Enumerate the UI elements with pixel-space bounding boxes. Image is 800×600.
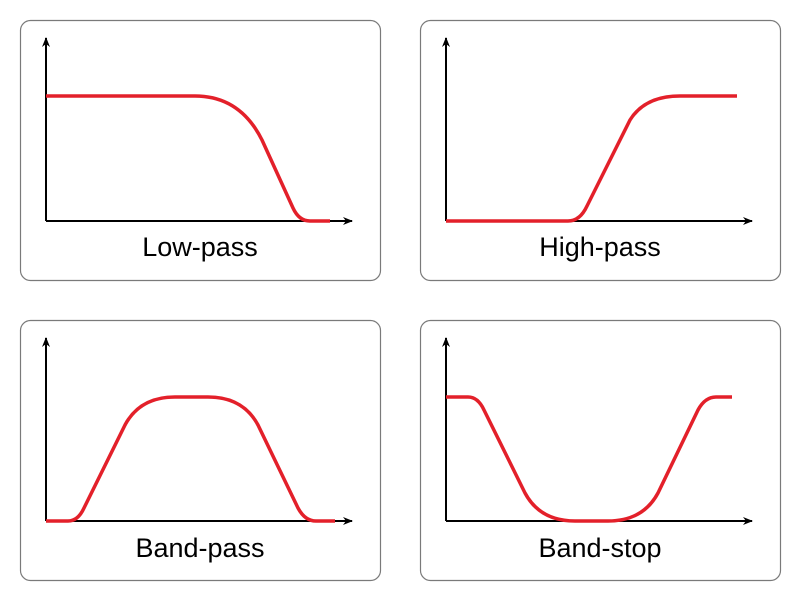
panel-band-pass: Band-pass	[19, 319, 382, 582]
panel-label: Band-stop	[538, 533, 661, 563]
panel-frame	[419, 319, 782, 582]
low-pass-curve	[46, 94, 330, 223]
panel-frame	[419, 19, 782, 282]
panel-label: High-pass	[539, 232, 661, 262]
panel-high-pass: High-pass	[419, 19, 782, 282]
panel-band-stop: Band-stop	[419, 319, 782, 582]
panel-low-pass: Low-pass	[19, 19, 382, 282]
panel-label: Low-pass	[142, 232, 258, 262]
high-pass-curve	[446, 94, 737, 223]
panel-label: Band-pass	[135, 533, 264, 563]
panel-frame	[19, 19, 382, 282]
band-pass-curve	[46, 395, 335, 523]
panel-frame	[19, 319, 382, 582]
band-stop-curve	[446, 395, 732, 523]
